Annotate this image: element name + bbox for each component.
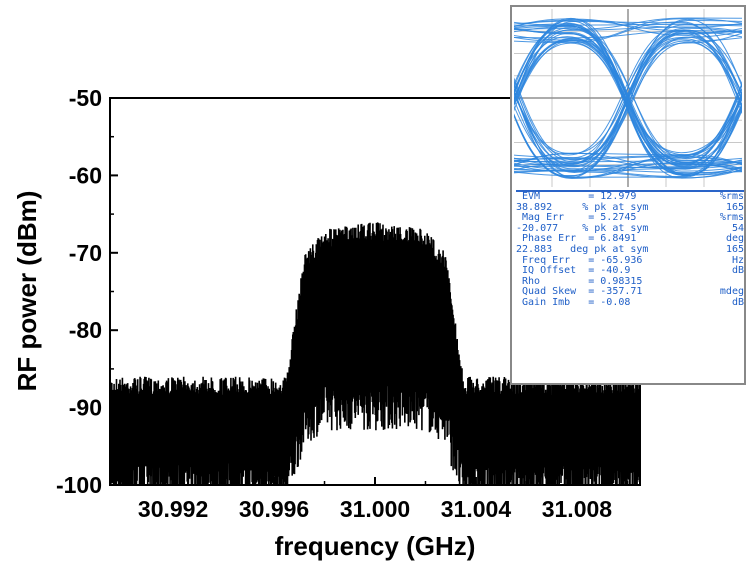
readout-line: 38.892 % pk at sym 165: [516, 201, 744, 214]
readout-unit: 165: [725, 201, 744, 213]
y-tick-label: -60: [69, 162, 102, 188]
eye-diagram-inset: EVM = 12.979 %rms 38.892 % pk at sym 165 Ma…: [510, 5, 746, 385]
readout-line: Freq Err = -65.936 Hz: [516, 254, 744, 267]
readout-value: Quad Skew = -357.71: [516, 286, 643, 298]
readout-unit: deg: [725, 233, 744, 245]
eye-trace: [514, 91, 742, 178]
readout-value: IQ Offset = -40.9: [516, 265, 631, 277]
eye-trace: [514, 21, 742, 176]
eye-trace: [514, 39, 742, 154]
eye-trace: [514, 109, 742, 178]
eye-trace: [514, 85, 742, 169]
x-tick-label: 31.000: [340, 496, 410, 522]
readout-line: EVM = 12.979 %rms: [516, 191, 744, 203]
eye-trace: [514, 26, 742, 92]
eye-trace: [514, 156, 742, 172]
eye-trace: [514, 35, 742, 177]
eye-trace: [514, 36, 742, 166]
eye-trace: [514, 18, 742, 110]
eye-trace: [514, 103, 742, 162]
y-tick-label: -90: [69, 395, 102, 421]
readout-value: Phase Err = 6.8491: [516, 233, 637, 245]
readout-value: Mag Err = 5.2745: [516, 212, 637, 224]
readout-unit: 54: [731, 222, 744, 234]
spectrum-trace-group: [110, 222, 640, 485]
eye-diagram: [514, 9, 742, 187]
readout-value: Freq Err = -65.936: [516, 254, 643, 266]
readout-value: Gain Imb = -0.08: [516, 296, 631, 308]
y-tick-label: -80: [69, 317, 102, 343]
readout-line: Quad Skew = -357.71 mdeg: [516, 287, 744, 298]
eye-trace: [514, 82, 742, 179]
y-axis-ticks: -50 -60 -70 -80 -90 -100: [56, 85, 118, 498]
readout-line: 22.883 deg pk at sym 165: [516, 243, 744, 256]
readout-value: 22.883 deg pk at sym: [516, 243, 649, 255]
readout-value: 38.892 % pk at sym: [516, 201, 649, 213]
readout-line: -20.077 % pk at sym 54: [516, 222, 744, 235]
eye-trace: [514, 23, 742, 97]
y-tick-label: -50: [69, 85, 102, 111]
eye-trace: [514, 17, 742, 100]
x-tick-label: 30.992: [138, 496, 208, 522]
eye-trace: [514, 17, 742, 179]
x-axis-title: frequency (GHz): [275, 531, 476, 561]
readout-unit: dB: [731, 265, 744, 277]
x-tick-label: 30.996: [239, 496, 309, 522]
x-tick-label: 31.004: [441, 496, 512, 522]
readout-line: IQ Offset = -40.9 dB: [516, 266, 744, 277]
readout-value: EVM = 12.979: [516, 191, 637, 202]
eye-trace: [514, 24, 742, 156]
evm-readout-panel: EVM = 12.979 %rms 38.892 % pk at sym 165 Ma…: [516, 190, 744, 382]
x-tick-label: 31.008: [542, 496, 613, 522]
eye-trace: [514, 29, 742, 177]
eye-trace: [514, 21, 742, 110]
eye-trace: [514, 19, 742, 166]
readout-line: Gain Imb = -0.08 dB: [516, 296, 744, 309]
eye-trace: [514, 20, 742, 112]
x-axis-ticks: 30.992 30.996 31.000 31.004 31.008: [121, 477, 629, 522]
eye-trace: [514, 30, 742, 115]
eye-trace: [514, 79, 742, 163]
readout-value: -20.077 % pk at sym: [516, 222, 649, 234]
readout-unit: Hz: [731, 254, 744, 266]
eye-trace: [514, 29, 742, 167]
eye-trace: [514, 26, 742, 170]
readout-line: Phase Err = 6.8491 deg: [516, 234, 744, 245]
readout-unit: %rms: [719, 191, 744, 202]
y-tick-label: -70: [69, 240, 102, 266]
readout-value: Rho = 0.98315: [516, 275, 643, 287]
readout-line: Rho = 0.98315: [516, 275, 744, 288]
readout-unit: 165: [725, 243, 744, 255]
eye-trace: [514, 36, 742, 166]
eye-trace: [514, 94, 742, 160]
eye-trace: [514, 18, 742, 107]
eye-trace: [514, 36, 742, 176]
eye-trace: [514, 160, 742, 172]
readout-unit: mdeg: [719, 286, 744, 298]
readout-unit: dB: [731, 296, 744, 308]
y-tick-label: -100: [56, 472, 102, 498]
eye-trace: [514, 29, 742, 174]
y-axis-title: RF power (dBm): [12, 191, 42, 392]
spectrum-trace: [110, 222, 640, 485]
eye-trace: [514, 37, 742, 177]
eye-trace: [514, 27, 742, 160]
readout-unit: %rms: [719, 212, 744, 224]
readout-line: Mag Err = 5.2745 %rms: [516, 213, 744, 224]
